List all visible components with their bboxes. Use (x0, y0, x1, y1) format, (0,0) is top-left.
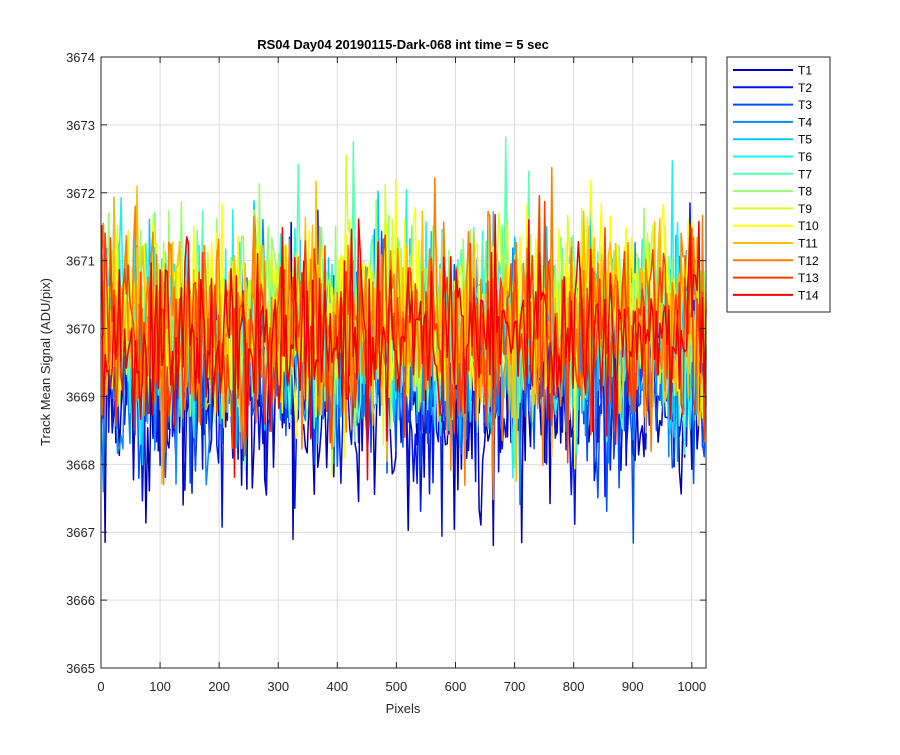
x-axis-label: Pixels (386, 701, 421, 716)
legend-label-t6: T6 (798, 150, 812, 164)
legend-label-t1: T1 (798, 64, 812, 78)
legend-label-t12: T12 (798, 254, 819, 268)
x-tick-label: 500 (386, 679, 408, 694)
series-line-t14 (100, 213, 707, 481)
y-tick-label: 3667 (66, 525, 95, 540)
legend-label-t3: T3 (798, 98, 812, 112)
x-tick-label: 0 (97, 679, 104, 694)
x-tick-label: 100 (149, 679, 171, 694)
x-tick-label: 400 (326, 679, 348, 694)
series-line-t13 (100, 194, 707, 464)
legend-label-t8: T8 (798, 185, 812, 199)
y-tick-label: 3674 (66, 50, 95, 65)
y-axis-label: Track Mean Signal (ADU/pix) (38, 278, 53, 446)
x-tick-label: 700 (504, 679, 526, 694)
legend-label-t2: T2 (798, 81, 812, 95)
chart-title: RS04 Day04 20190115-Dark-068 int time = … (257, 37, 549, 52)
ticks-layer: 0 100 200 300 400 500 600 700 800 900 1000 3665 3666… (66, 50, 706, 694)
x-tick-label: 1000 (677, 679, 706, 694)
plot-box (100, 56, 707, 669)
y-tick-label: 3671 (66, 254, 95, 269)
series-layer (100, 136, 707, 547)
x-tick-label: 600 (445, 679, 467, 694)
legend-label-t4: T4 (798, 115, 812, 129)
y-tick-label: 3670 (66, 322, 95, 337)
x-tick-label: 200 (208, 679, 230, 694)
x-tick-label: 900 (622, 679, 644, 694)
legend-box (726, 56, 831, 313)
legend: T1 T2 T3 T4 T5 T6 T7 T8 T9 T10 T11 T12 T13 T14 (726, 56, 831, 313)
y-tick-label: 3665 (66, 661, 95, 676)
x-tick-label: 800 (563, 679, 585, 694)
legend-label-t9: T9 (798, 202, 812, 216)
y-tick-label: 3668 (66, 457, 95, 472)
legend-label-t7: T7 (798, 167, 812, 181)
y-tick-label: 3666 (66, 593, 95, 608)
legend-label-t10: T10 (798, 219, 819, 233)
legend-label-t5: T5 (798, 133, 812, 147)
y-tick-label: 3669 (66, 389, 95, 404)
x-tick-label: 300 (267, 679, 289, 694)
legend-label-t11: T11 (798, 237, 818, 251)
y-tick-label: 3672 (66, 186, 95, 201)
y-tick-label: 3673 (66, 118, 95, 133)
legend-label-t14: T14 (798, 288, 819, 302)
legend-label-t13: T13 (798, 271, 819, 285)
